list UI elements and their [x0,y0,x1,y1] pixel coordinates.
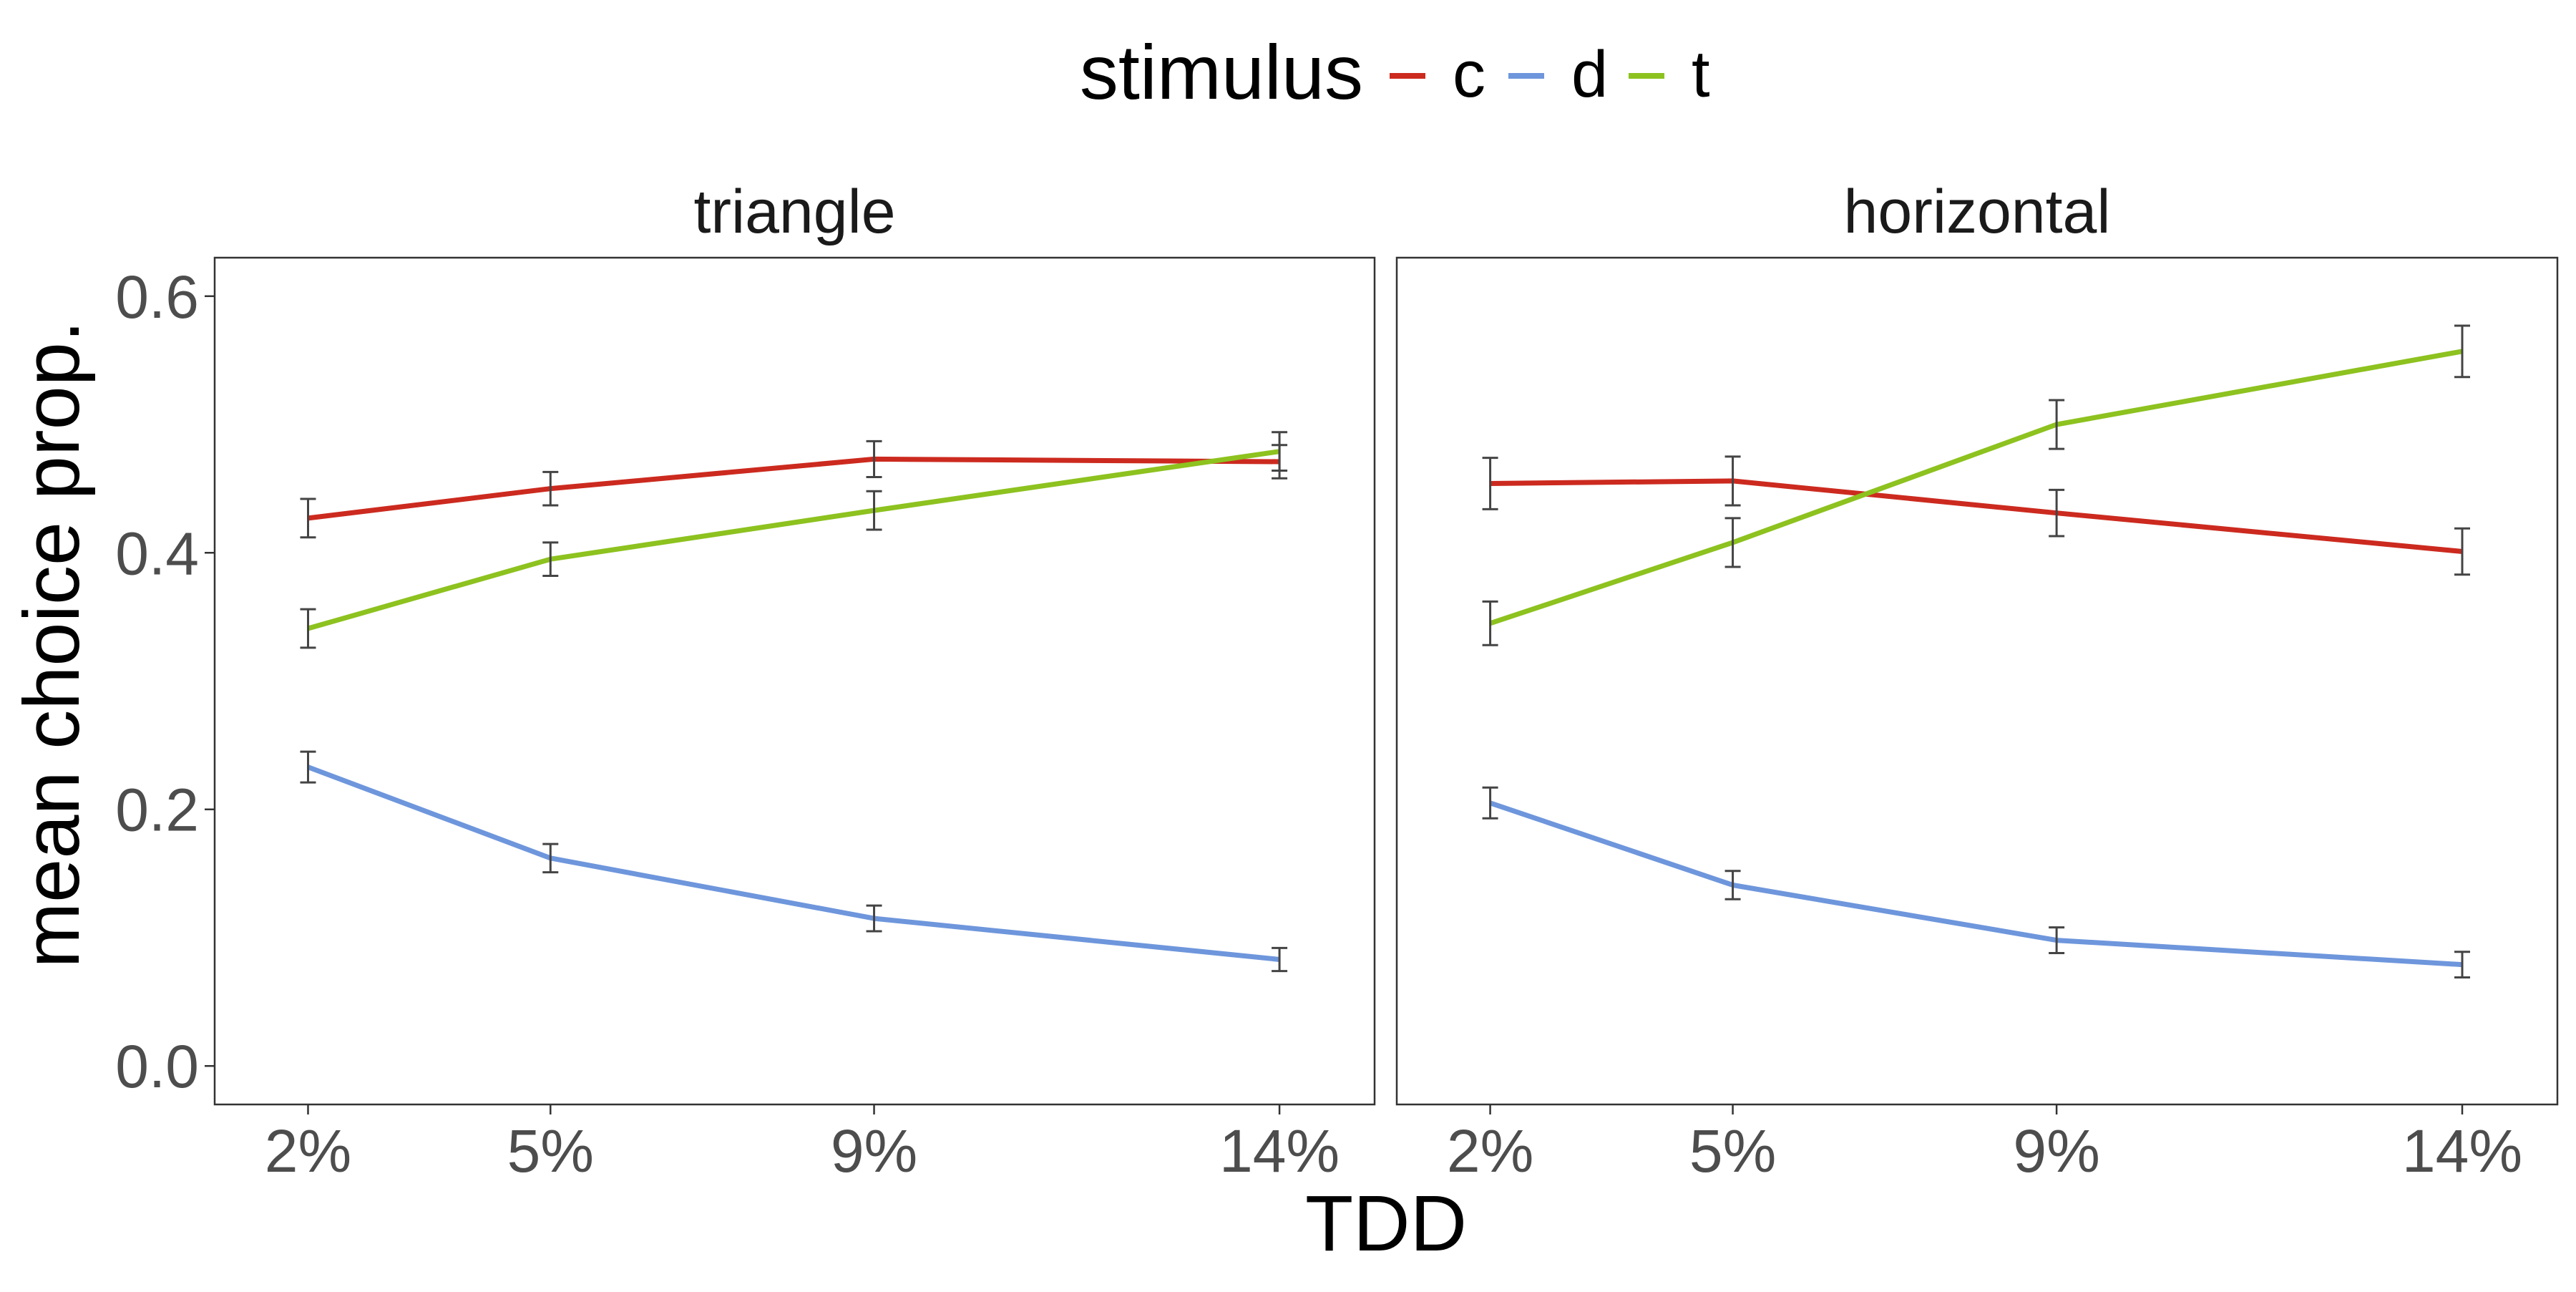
y-tick-label-1: 0.2 [115,777,199,844]
y-tick-label-3: 0.6 [115,263,199,331]
panel-frame-triangle [215,258,1375,1104]
y-tick-label-0: 0.0 [115,1033,199,1100]
x-axis-label: TDD [1305,1180,1467,1268]
legend-label-t: t [1692,38,1710,111]
legend-label-c: c [1453,38,1485,111]
legend-item-c: c [1390,38,1485,111]
panel-triangle: triangle 2% 5% 9% 14% 0.0 0.2 0.4 0.6 [115,178,1375,1185]
panel-horizontal: horizontal 2% 5% 9% 14% [1397,178,2557,1185]
legend-item-t: t [1629,38,1710,111]
legend-label-d: d [1571,38,1608,111]
x-tick-label-triangle-2: 9% [831,1117,917,1185]
panel-title-triangle: triangle [693,178,895,246]
panel-title-horizontal: horizontal [1844,178,2111,246]
legend-item-d: d [1508,38,1608,111]
x-tick-label-triangle-0: 2% [265,1117,351,1185]
panel-frame-horizontal [1397,258,2557,1104]
x-tick-label-horizontal-2: 9% [2013,1117,2099,1185]
y-tick-label-2: 0.4 [115,520,199,587]
x-tick-label-horizontal-0: 2% [1447,1117,1533,1185]
y-axis-label: mean choice prop. [8,321,96,968]
x-tick-label-horizontal-3: 14% [2402,1117,2522,1185]
legend-title: stimulus [1080,29,1363,115]
x-tick-label-triangle-3: 14% [1219,1117,1340,1185]
panels: triangle 2% 5% 9% 14% 0.0 0.2 0.4 0.6 horizontal 2… [115,178,2557,1185]
legend: stimulus c d t [1080,29,1710,115]
x-tick-label-horizontal-1: 5% [1689,1117,1776,1185]
x-tick-label-triangle-1: 5% [507,1117,594,1185]
